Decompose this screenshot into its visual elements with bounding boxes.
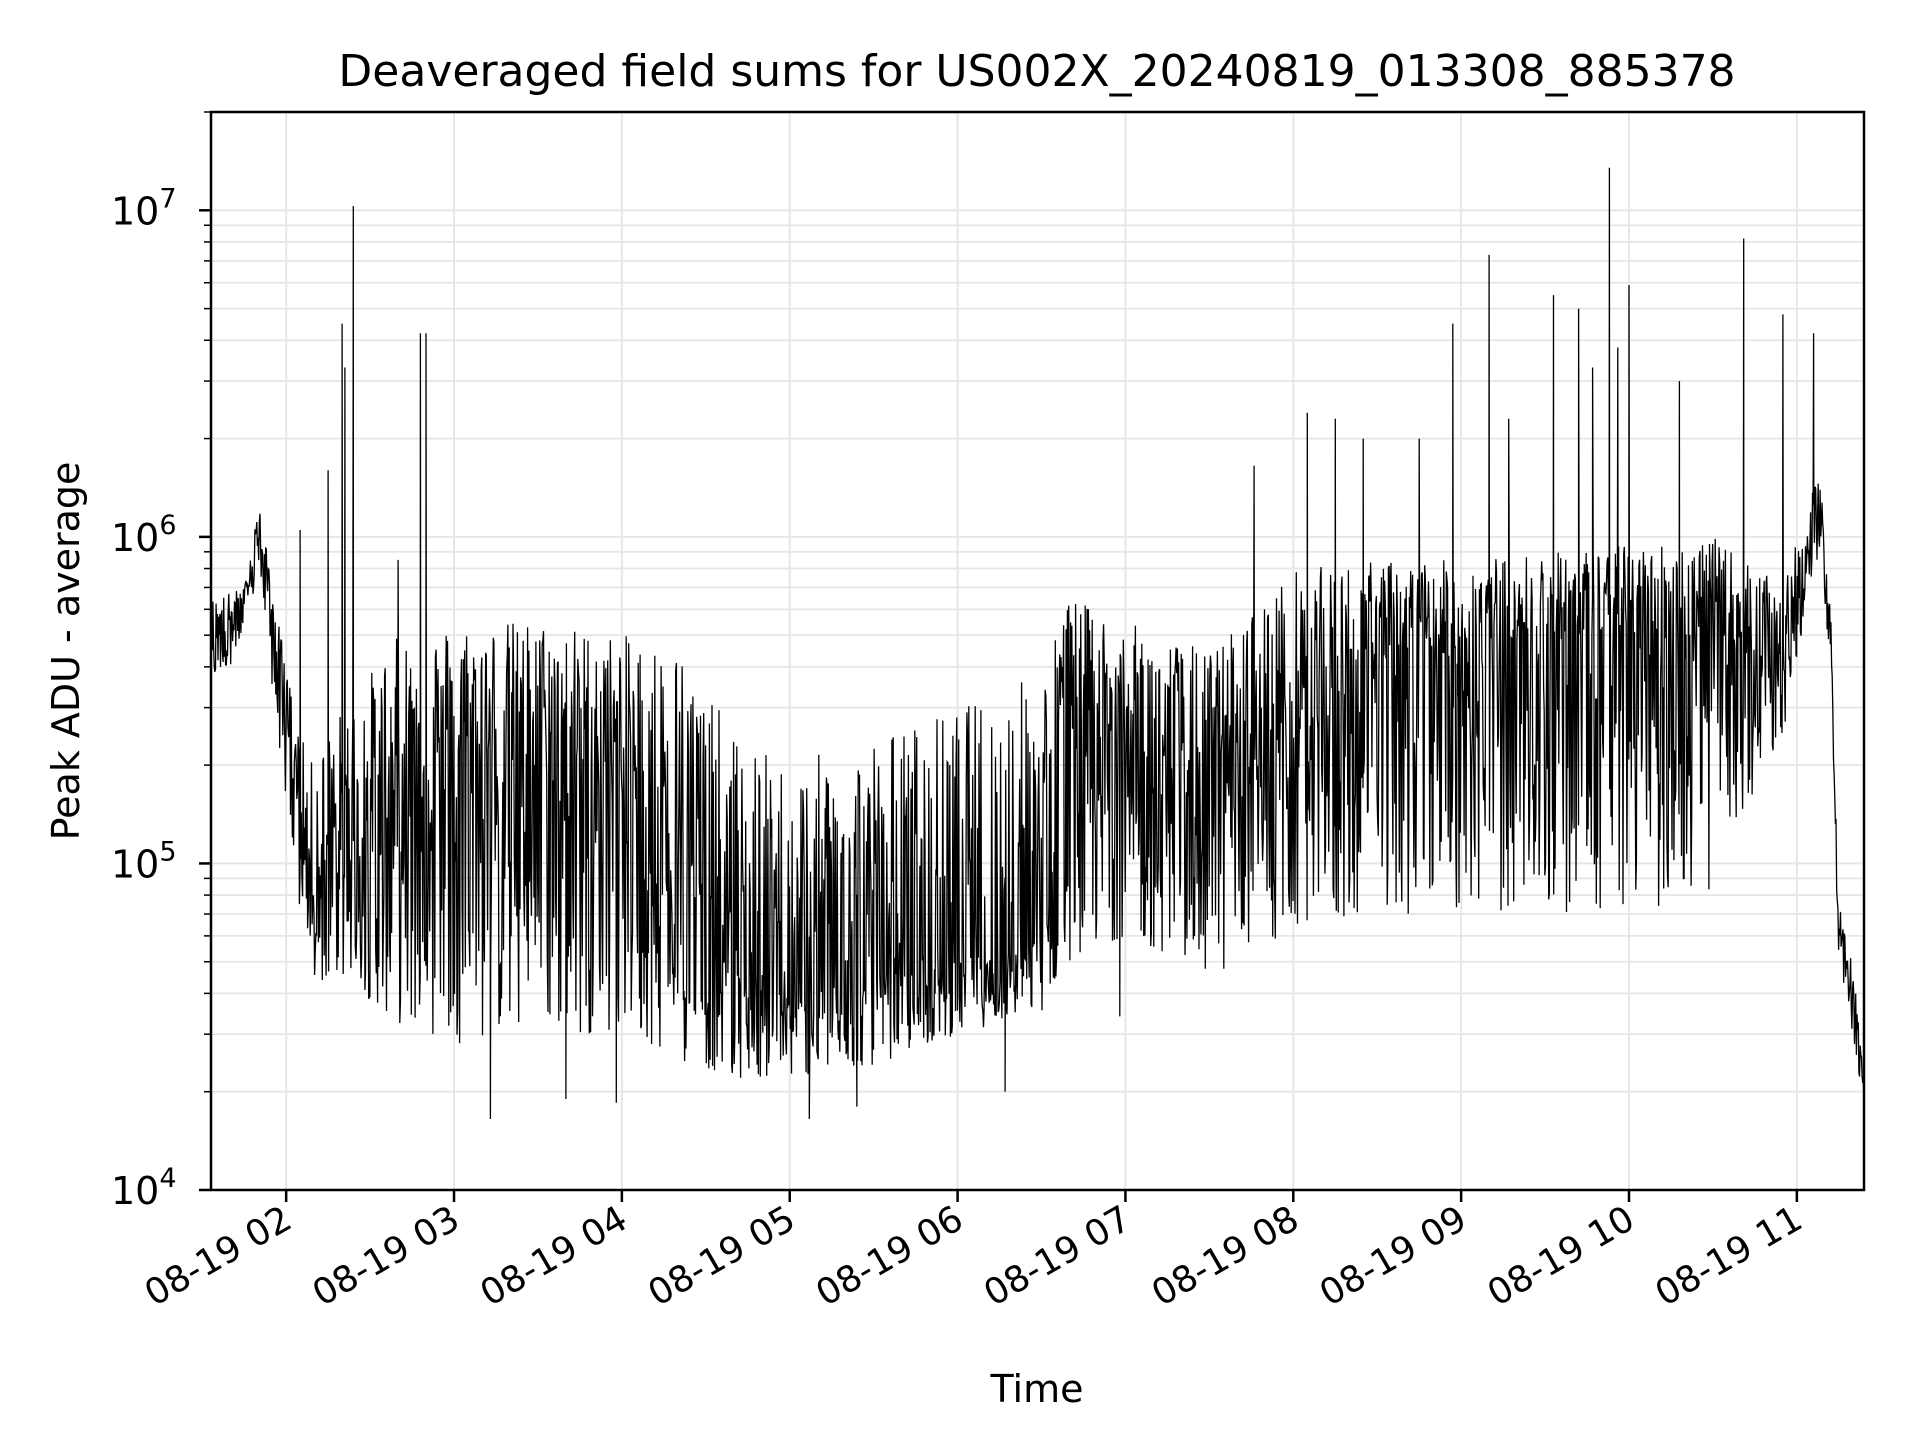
series-line-group: [210, 167, 1865, 1120]
y-tick-label: 107: [111, 183, 177, 233]
y-axis-label: Peak ADU - average: [44, 462, 88, 841]
chart-title: Deaveraged field sums for US002X_2024081…: [338, 46, 1735, 97]
y-tick-label: 105: [111, 836, 177, 886]
y-tick-label: 104: [111, 1163, 177, 1213]
y-tick-label: 106: [111, 510, 177, 560]
series-line: [210, 167, 1865, 1120]
y-axis-ticks: 104 105 106 107: [111, 111, 211, 1213]
plot-area-frame: [209, 110, 1866, 1192]
x-axis-label: Time: [990, 1367, 1084, 1411]
